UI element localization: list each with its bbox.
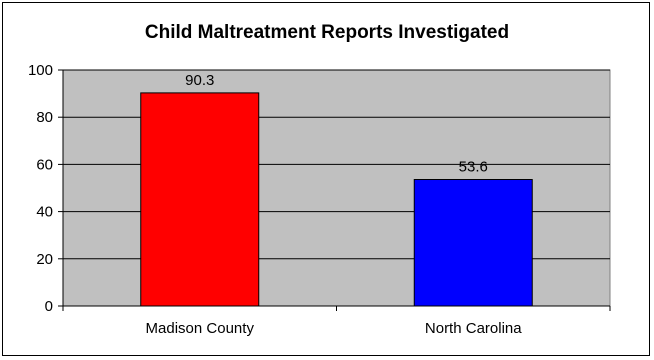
y-tick-label: 0: [45, 298, 53, 315]
bars: [140, 92, 533, 307]
bar: [140, 92, 260, 307]
y-tick-label: 40: [36, 204, 53, 221]
x-category-label: North Carolina: [425, 320, 522, 337]
chart-title: Child Maltreatment Reports Investigated: [144, 22, 510, 43]
x-category-label: Madison County: [146, 320, 255, 337]
y-tick-label: 100: [28, 62, 53, 79]
y-tick-label: 60: [36, 156, 53, 173]
data-label: 53.6: [459, 159, 488, 176]
axes: [58, 69, 611, 311]
y-tick-label: 80: [36, 109, 53, 126]
y-tick-label: 20: [36, 251, 53, 268]
bar: [413, 179, 533, 307]
data-label: 90.3: [185, 72, 214, 89]
labels: 0 20 40 60 80 100 90.3 Madison County 53.6 North …: [28, 62, 522, 337]
